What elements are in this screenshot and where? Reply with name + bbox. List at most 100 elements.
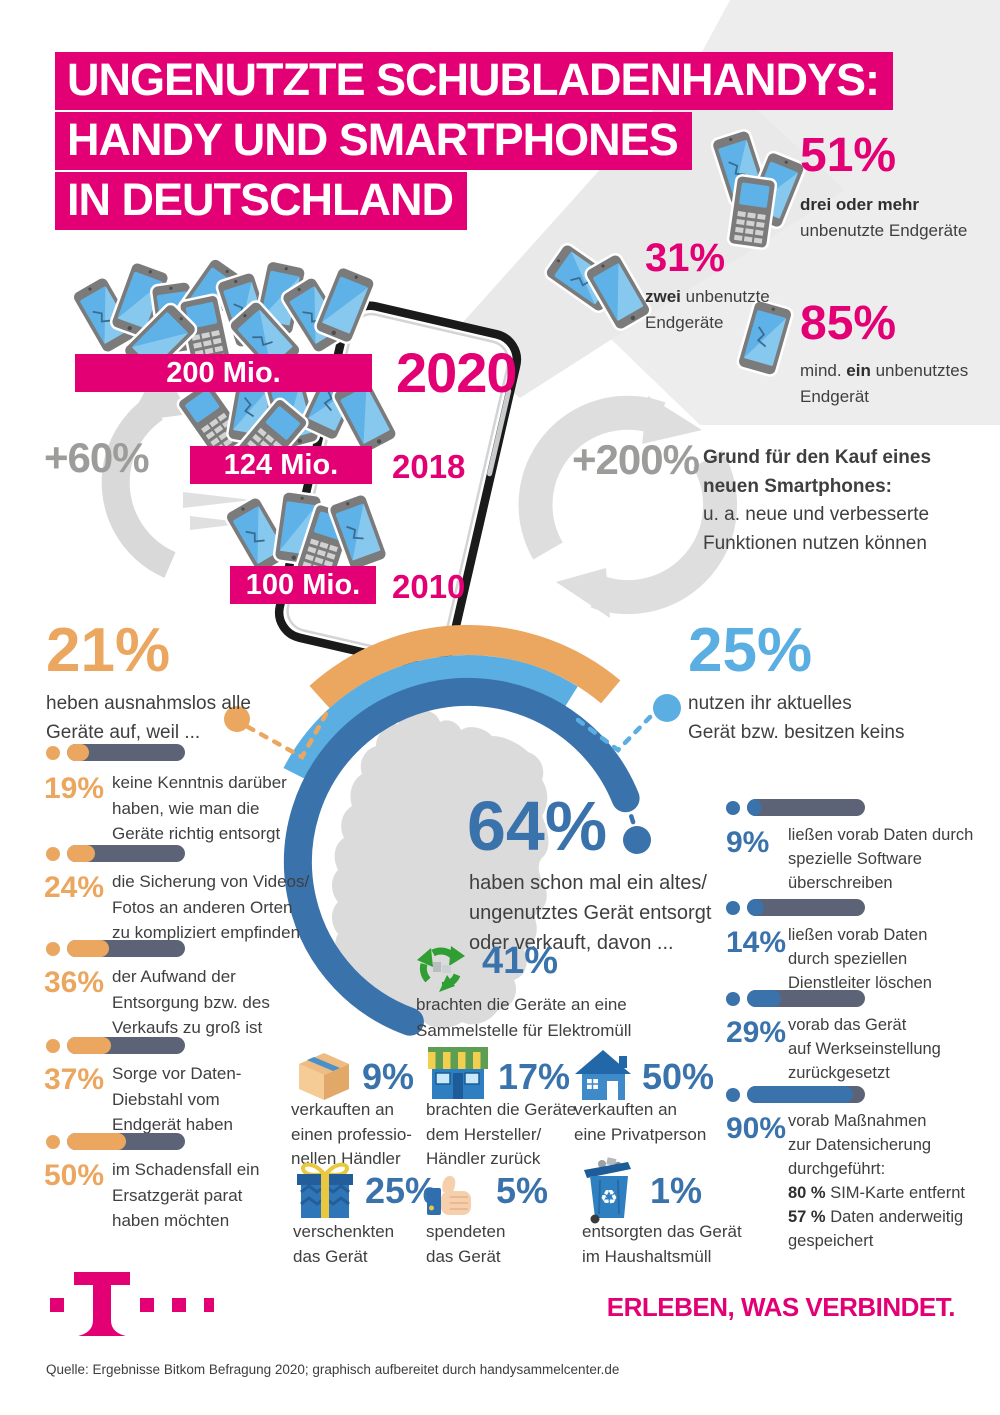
- bar-fill: [747, 990, 782, 1007]
- keepers-36-text: der Aufwand der Entsorgung bzw. des Verk…: [112, 967, 270, 1037]
- growth-arrow-left-icon: [101, 364, 252, 578]
- growth-60-label: +60%: [44, 434, 150, 481]
- measure-9-value: 9%: [726, 826, 770, 859]
- recycling-text: brachten die Geräte an eine Sammelstelle…: [416, 995, 632, 1040]
- bar-track: [67, 744, 185, 761]
- ownership-51-value: 51%: [800, 129, 897, 182]
- bar-dot: [726, 991, 740, 1006]
- method-9-text: verkauften an einen professio- nellen Hä…: [291, 1100, 412, 1169]
- current-users-desc: nutzen ihr aktuelles Gerät bzw. besitzen…: [688, 693, 905, 743]
- growth-200-label: +200%: [572, 436, 700, 483]
- keepers-37-text: Sorge vor Daten- Diebstahl vom Endgerät …: [112, 1064, 242, 1134]
- bar-fill: [747, 799, 761, 816]
- arc-current-25: [283, 655, 578, 780]
- bar-dot: [46, 941, 60, 956]
- purchase-reason-body: u. a. neue und verbesserte Funktionen nu…: [703, 504, 930, 554]
- keepers-bar-36: [46, 940, 185, 957]
- measure-14-text: ließen vorab Daten durch speziellen Dien…: [788, 926, 932, 992]
- dot-disposed: [623, 826, 651, 854]
- keepers-24-value: 24%: [44, 871, 105, 904]
- arc-keepers-21: [309, 625, 621, 709]
- keepers-bar-50: [46, 1133, 185, 1150]
- measure-14-value: 14%: [726, 926, 787, 959]
- timeline-bar-2018: 124 Mio.: [190, 446, 372, 484]
- connector-lightblue: [575, 712, 655, 753]
- bar-fill: [67, 940, 110, 957]
- method-9-value: 9%: [362, 1056, 415, 1097]
- trash-bin-icon: ♻: [584, 1157, 631, 1224]
- parcel-box-icon: [299, 1053, 349, 1100]
- bar-dot: [726, 800, 740, 815]
- house-icon: [575, 1050, 631, 1100]
- growth-arrow-right-icon: [518, 395, 738, 618]
- keepers-bar-37: [46, 1037, 185, 1054]
- disposed-value: 64%: [467, 787, 608, 865]
- bar-dot: [46, 745, 60, 760]
- bar-track: [747, 990, 865, 1007]
- ownership-85-text: mind. ein unbenutztes Endgerät: [800, 361, 969, 406]
- measure-90-value: 90%: [726, 1112, 787, 1145]
- bar-fill: [67, 1037, 111, 1054]
- bar-dot: [46, 846, 60, 861]
- method-5-text: spendeten das Gerät: [426, 1222, 506, 1266]
- current-users-value: 25%: [688, 616, 813, 685]
- timeline-bar-2010: 100 Mio.: [230, 566, 376, 604]
- title-line-2: HANDY UND SMARTPHONES: [55, 112, 692, 170]
- timeline-year-2010: 2010: [392, 568, 466, 605]
- timeline-year-2018: 2018: [392, 448, 466, 485]
- keepers-50-value: 50%: [44, 1159, 105, 1192]
- method-1-value: 1%: [650, 1170, 703, 1211]
- bar-fill: [67, 1133, 126, 1150]
- bar-dot: [726, 1087, 740, 1102]
- keepers-desc: heben ausnahmslos alle Geräte auf, weil …: [46, 693, 251, 743]
- measure-29-text: vorab das Gerät auf Werkseinstellung zur…: [788, 1016, 941, 1082]
- arc-disposed-64: [283, 677, 640, 1036]
- bar-track: [67, 1133, 185, 1150]
- method-25-text: verschenkten das Gerät: [293, 1222, 395, 1266]
- method-5-value: 5%: [496, 1170, 549, 1211]
- measure-9-text: ließen vorab Daten durch spezielle Softw…: [788, 826, 974, 892]
- method-1-text: entsorgten das Gerät im Haushaltsmüll: [582, 1222, 742, 1266]
- keepers-bar-19: [46, 744, 185, 761]
- method-50-value: 50%: [642, 1056, 715, 1097]
- keepers-19-value: 19%: [44, 772, 105, 805]
- keepers-24-text: die Sicherung von Videos/ Fotos an ander…: [112, 872, 310, 942]
- bar-dot: [726, 900, 740, 915]
- ownership-85-value: 85%: [800, 297, 897, 350]
- bar-fill: [747, 1086, 854, 1103]
- gift-icon: [297, 1162, 353, 1218]
- recycling-value: 41%: [482, 940, 559, 982]
- measure-bar-14: [726, 899, 865, 916]
- keepers-36-value: 36%: [44, 966, 105, 999]
- recycling-icon: [417, 946, 465, 992]
- bar-track: [747, 799, 865, 816]
- bar-fill: [67, 845, 96, 862]
- bar-fill: [67, 744, 90, 761]
- timeline-bar-2020: 200 Mio.: [75, 354, 372, 392]
- storefront-icon: [428, 1047, 488, 1099]
- svg-text:♻: ♻: [600, 1185, 618, 1209]
- dot-keepers: [224, 706, 250, 732]
- method-50-text: verkauften an eine Privatperson: [574, 1100, 707, 1144]
- keepers-value: 21%: [46, 616, 171, 685]
- germany-map: [332, 710, 549, 1028]
- disposed-desc: haben schon mal ein altes/ ungenutztes G…: [469, 872, 712, 954]
- keepers-50-text: im Schadensfall ein Ersatzgerät parat ha…: [112, 1160, 260, 1230]
- ownership-31-value: 31%: [645, 236, 726, 280]
- bar-track: [67, 1037, 185, 1054]
- source-note: Quelle: Ergebnisse Bitkom Befragung 2020…: [46, 1362, 620, 1377]
- connector-orange: [245, 704, 333, 761]
- ownership-31-text: zwei unbenutzte Endgeräte: [645, 287, 770, 332]
- measure-bar-9: [726, 799, 865, 816]
- telekom-logo: [50, 1272, 214, 1336]
- method-17-text: brachten die Geräte dem Hersteller/ Händ…: [426, 1100, 577, 1169]
- connector-darkblue: [624, 800, 638, 831]
- dot-current: [653, 694, 681, 722]
- bar-fill: [747, 899, 764, 916]
- brand-slogan: ERLEBEN, WAS VERBINDET.: [606, 1292, 956, 1322]
- measure-bar-90: [726, 1086, 865, 1103]
- bar-track: [67, 845, 185, 862]
- bar-dot: [46, 1134, 60, 1149]
- bar-dot: [46, 1038, 60, 1053]
